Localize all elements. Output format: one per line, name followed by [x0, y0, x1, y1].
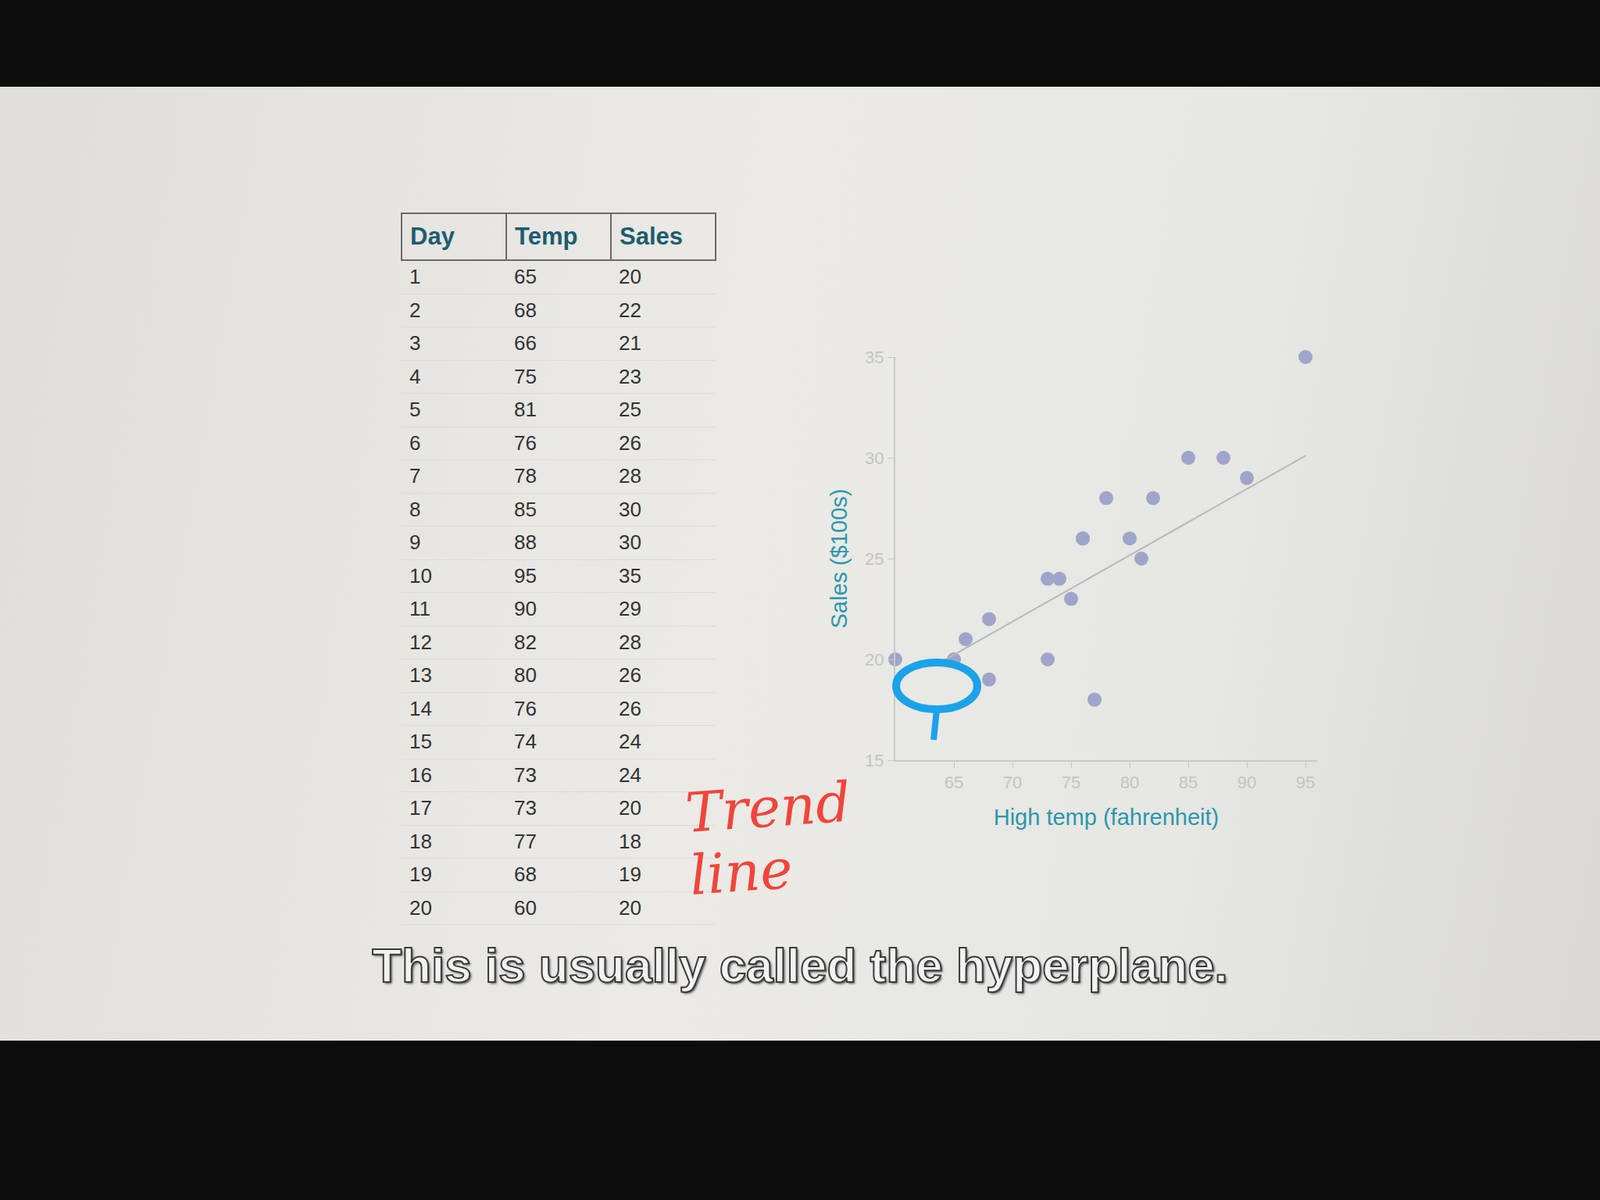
- html-text:2: 2: [409, 298, 421, 322]
- html-text:76: 76: [514, 431, 537, 455]
- html-text:Sales: Sales: [619, 222, 683, 250]
- svg-text:80: 80: [1120, 772, 1140, 793]
- html-text:28: 28: [618, 464, 642, 488]
- html-text:20: 20: [409, 895, 432, 920]
- html-text:68: 68: [514, 862, 537, 887]
- html-text:20: 20: [618, 796, 642, 820]
- html-text:16: 16: [409, 763, 432, 787]
- html-text:19: 19: [618, 862, 642, 887]
- svg-text:Sales ($100s): Sales ($100s): [826, 489, 852, 629]
- html-text:26: 26: [618, 663, 642, 687]
- html-text:30: 30: [618, 497, 642, 521]
- svg-text:35: 35: [864, 347, 884, 368]
- svg-text:25: 25: [864, 549, 884, 569]
- html-text:66: 66: [514, 331, 537, 355]
- svg-text:20: 20: [864, 650, 884, 670]
- html-text:65: 65: [514, 265, 537, 289]
- svg-text:15: 15: [864, 750, 884, 771]
- html-text:14: 14: [409, 696, 432, 721]
- svg-text:65: 65: [944, 772, 964, 793]
- html-text:1: 1: [409, 265, 421, 289]
- html-text:12: 12: [409, 630, 432, 654]
- html-text:18: 18: [618, 829, 642, 853]
- html-text:5: 5: [409, 397, 421, 422]
- svg-text:30: 30: [864, 448, 884, 468]
- html-text:18: 18: [409, 829, 432, 853]
- svg-text:High temp (fahrenheit): High temp (fahrenheit): [993, 804, 1220, 830]
- html-text:74: 74: [514, 729, 537, 754]
- html-text:26: 26: [618, 431, 642, 455]
- html-text:68: 68: [514, 298, 537, 322]
- html-text:8: 8: [409, 497, 421, 521]
- html-text:22: 22: [618, 298, 642, 322]
- html-text:6: 6: [409, 431, 421, 455]
- html-text:23: 23: [618, 364, 642, 389]
- html-text:76: 76: [514, 696, 537, 721]
- html-text:Trend line: Trend line: [683, 769, 853, 908]
- html-text:15: 15: [409, 729, 432, 754]
- html-text:90: 90: [514, 597, 537, 621]
- html-text:29: 29: [618, 597, 642, 621]
- html-text:78: 78: [514, 464, 537, 488]
- html-text:82: 82: [514, 630, 537, 654]
- html-text:35: 35: [618, 563, 642, 588]
- html-text:19: 19: [409, 862, 432, 887]
- html-text:4: 4: [409, 364, 421, 389]
- html-text:Day: Day: [410, 222, 455, 250]
- svg-text:75: 75: [1061, 772, 1081, 793]
- html-text:11: 11: [409, 597, 431, 621]
- html-text:26: 26: [618, 696, 642, 721]
- html-text:73: 73: [514, 796, 537, 820]
- html-text:80: 80: [514, 663, 537, 687]
- html-text:13: 13: [409, 663, 432, 687]
- html-text:Temp: Temp: [514, 222, 578, 250]
- html-text:77: 77: [514, 829, 537, 853]
- html-text:7: 7: [409, 464, 421, 488]
- svg-text:90: 90: [1237, 772, 1257, 793]
- html-text:73: 73: [514, 763, 537, 787]
- html-text:17: 17: [409, 796, 432, 820]
- html-text:60: 60: [514, 895, 537, 920]
- html-text:3: 3: [409, 331, 421, 355]
- svg-text:95: 95: [1296, 772, 1315, 793]
- html-text:20: 20: [618, 265, 642, 289]
- html-text:24: 24: [618, 729, 642, 754]
- svg-text:70: 70: [1003, 772, 1022, 793]
- html-text:95: 95: [514, 563, 537, 588]
- html-text:75: 75: [514, 364, 537, 389]
- svg-text:85: 85: [1178, 772, 1198, 793]
- html-text:10: 10: [409, 563, 432, 588]
- html-text:30: 30: [618, 530, 642, 555]
- html-text:28: 28: [618, 630, 642, 654]
- html-text:20: 20: [618, 895, 642, 920]
- html-text:81: 81: [514, 397, 537, 422]
- html-text:9: 9: [409, 530, 421, 555]
- html-text:21: 21: [618, 331, 642, 355]
- html-text:25: 25: [618, 397, 642, 422]
- html-text:24: 24: [618, 763, 642, 787]
- html-text:85: 85: [514, 497, 537, 521]
- html-text:This is usually called the hyp: This is usually called the hyperplane.: [372, 938, 1228, 993]
- html-text:88: 88: [514, 530, 537, 555]
